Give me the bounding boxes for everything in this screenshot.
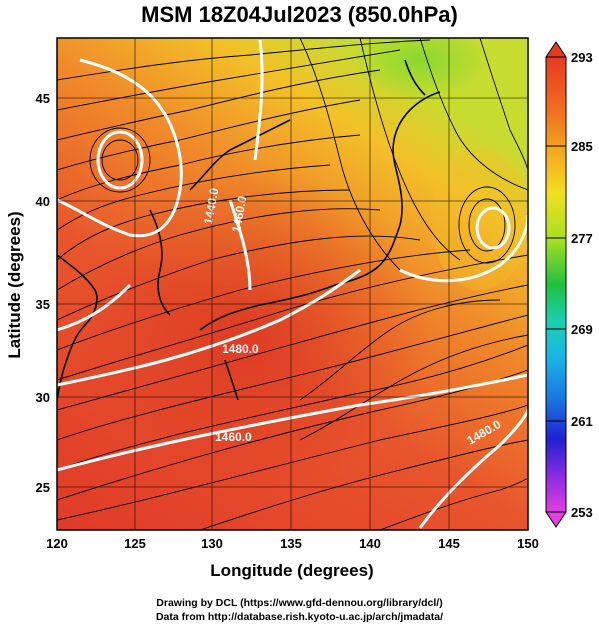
y-tick-label: 40 [36, 194, 50, 209]
x-tick-label: 150 [517, 536, 539, 551]
plot-frame [56, 37, 529, 531]
contour-label: 1460.0 [215, 430, 252, 444]
colorbar-top-arrow [545, 41, 567, 58]
colorbar-bottom-arrow [545, 511, 567, 528]
contour-label: 1460.0 [229, 195, 249, 234]
x-axis-label: Longitude (degrees) [210, 561, 373, 580]
y-tick-label: 25 [36, 480, 50, 495]
colorbar-scale [545, 56, 567, 513]
map-title: MSM 18Z04Jul2023 (850.0hPa) [141, 2, 458, 27]
colorbar-tick: 269 [571, 322, 593, 337]
y-tick-label: 30 [36, 390, 50, 405]
credit-drawing: Drawing by DCL (https://www.gfd-dennou.o… [156, 597, 443, 609]
colorbar-tick: 253 [571, 505, 593, 520]
colorbar: 293 285 277 269 261 253 [545, 41, 593, 528]
y-axis-label: Latitude (degrees) [5, 211, 24, 358]
x-tick-label: 120 [46, 536, 68, 551]
x-axis-ticks: 120 125 130 135 140 145 150 [46, 536, 539, 551]
grid-lines [57, 38, 528, 530]
y-tick-label: 35 [36, 297, 50, 312]
colorbar-tick: 285 [571, 139, 593, 154]
colorbar-tick: 277 [571, 231, 593, 246]
y-axis-ticks: 25 30 35 40 45 [36, 91, 50, 495]
x-tick-label: 130 [201, 536, 223, 551]
x-tick-label: 135 [280, 536, 302, 551]
contour-label: 1480.0 [222, 342, 259, 356]
x-tick-label: 140 [359, 536, 381, 551]
height-contours [57, 39, 528, 529]
y-tick-label: 45 [36, 91, 50, 106]
colorbar-tick: 293 [571, 50, 593, 65]
wind-streamlines [57, 38, 528, 530]
x-tick-label: 125 [124, 536, 146, 551]
contour-label: 1440.0 [201, 187, 221, 226]
x-tick-label: 145 [438, 536, 460, 551]
credit-data: Data from http://database.rish.kyoto-u.a… [155, 611, 444, 623]
colorbar-tick: 261 [571, 414, 593, 429]
